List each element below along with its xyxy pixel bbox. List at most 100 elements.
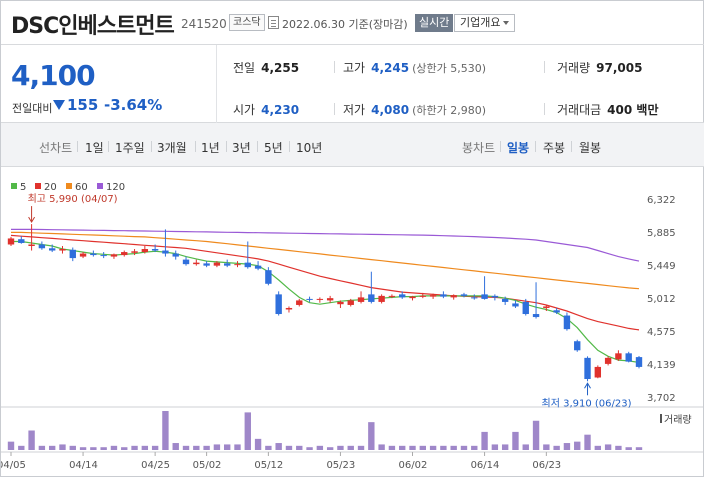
- candle-body: [574, 341, 581, 351]
- quote-divider: [216, 45, 217, 123]
- candle-body: [326, 298, 334, 301]
- cell-divider: [544, 61, 545, 73]
- legend-label-5: 5: [20, 182, 26, 193]
- volume-bar: [419, 445, 426, 450]
- candle-body: [450, 295, 457, 298]
- range-1d[interactable]: 1일: [85, 141, 104, 155]
- volume-bar: [574, 441, 581, 450]
- candle-body: [141, 249, 149, 253]
- volume-bar: [326, 447, 334, 450]
- volume-bar: [409, 445, 416, 450]
- down-triangle-icon: [53, 100, 65, 110]
- legend-label-20: 20: [44, 182, 57, 193]
- stock-name[interactable]: DSC인베스트먼트: [11, 14, 175, 39]
- prev-close-value: 4,255: [261, 61, 300, 75]
- volume-bar: [532, 420, 540, 450]
- y-tick-label: 5,012: [647, 294, 676, 305]
- candle-body: [59, 249, 66, 251]
- volume-label: 거래량: [664, 414, 692, 426]
- candle-body: [18, 239, 25, 243]
- period-weekly[interactable]: 주봉: [543, 141, 566, 155]
- candle-body: [316, 298, 324, 300]
- period-daily[interactable]: 일봉: [507, 141, 530, 155]
- legend-swatch-120: [97, 183, 103, 189]
- volume-bar: [501, 444, 509, 450]
- candle-body: [265, 270, 272, 284]
- volume-bar: [491, 444, 499, 450]
- period-monthly[interactable]: 월봉: [579, 141, 602, 155]
- volume-bar: [584, 434, 591, 450]
- range-3m[interactable]: 3개월: [157, 141, 187, 155]
- volume-bar: [59, 444, 66, 450]
- current-price: 4,100: [11, 59, 96, 92]
- realtime-button[interactable]: 실시간: [415, 14, 454, 32]
- volume-bar: [604, 444, 612, 450]
- volume-bar: [121, 447, 128, 450]
- candle-body: [615, 353, 622, 360]
- volume-bar: [337, 445, 344, 450]
- legend-swatch-5: [11, 183, 17, 189]
- y-tick-label: 3,702: [647, 393, 676, 404]
- amount-label: 거래대금: [557, 103, 602, 117]
- volume-bar: [429, 445, 437, 450]
- volume-bar: [38, 445, 46, 450]
- legend-swatch-60: [66, 183, 72, 189]
- y-tick-label: 6,322: [647, 195, 676, 206]
- candle-body: [440, 294, 447, 297]
- volume-bar: [378, 444, 385, 450]
- x-tick-label: 06/23: [532, 460, 561, 471]
- low-cell: 저가 4,080 (하한가 2,980): [343, 101, 486, 118]
- change-label: 전일대비: [12, 102, 53, 115]
- volume-bar: [131, 445, 138, 450]
- arrow-up-icon: [584, 382, 591, 389]
- y-tick-label: 5,885: [647, 228, 676, 239]
- toolbar-divider: [77, 141, 78, 152]
- candle-body: [543, 306, 550, 308]
- chart-toolbar: 선차트 1일 1주일 3개월 1년 3년 5년 10년 봉차트 일봉 주봉 월봉: [1, 123, 704, 167]
- y-tick-label: 4,139: [647, 360, 676, 371]
- toolbar-divider: [151, 141, 152, 152]
- candlestick-chart-svg[interactable]: 5 20 60 120 6,322 5,885 5,449 5,012 4,575 4,139 3,…: [0, 167, 703, 477]
- candle-body: [131, 251, 138, 253]
- high-annotation: 최고 5,990 (04/07): [28, 193, 118, 205]
- candle-body: [512, 303, 519, 307]
- candle-body: [594, 366, 602, 378]
- range-10y[interactable]: 10년: [296, 141, 323, 155]
- candle-body: [491, 295, 499, 298]
- volume-bar: [388, 445, 396, 450]
- candle-body: [635, 357, 643, 367]
- volume-bar: [254, 438, 262, 450]
- volume-value: 97,005: [596, 61, 643, 75]
- x-tick-label: 05/23: [326, 460, 355, 471]
- volume-bar: [522, 444, 529, 450]
- volume-bar: [296, 445, 303, 450]
- candle-body: [368, 294, 375, 302]
- volume-label: 거래량: [557, 61, 591, 75]
- prev-close-label: 전일: [233, 61, 256, 75]
- volume-bar: [471, 445, 478, 450]
- volume-bar: [625, 447, 632, 450]
- toolbar-divider: [289, 141, 290, 152]
- line-chart-tab[interactable]: 선차트: [39, 141, 73, 155]
- volume-bar: [635, 447, 643, 450]
- range-1w[interactable]: 1주일: [115, 141, 145, 155]
- volume-bar: [306, 447, 313, 450]
- candle-body: [388, 295, 396, 297]
- open-value: 4,230: [261, 103, 300, 117]
- volume-bar: [224, 444, 231, 450]
- range-3y[interactable]: 3년: [232, 141, 251, 155]
- candle-body: [522, 301, 529, 315]
- volume-bar: [460, 445, 468, 450]
- company-overview-dropdown[interactable]: 기업개요: [454, 14, 516, 32]
- range-1y[interactable]: 1년: [201, 141, 220, 155]
- arrow-down-icon: [28, 216, 36, 224]
- upper-limit: (상한가 5,530): [412, 62, 486, 75]
- toolbar-divider: [195, 141, 196, 152]
- ma60-line: [11, 231, 640, 290]
- volume-bar: [440, 445, 447, 450]
- stock-header: DSC인베스트먼트 241520 코스닥 2022.06.30 기준(장마감) …: [1, 1, 704, 45]
- price-chart[interactable]: 5 20 60 120 6,322 5,885 5,449 5,012 4,575 4,139 3,…: [0, 167, 704, 478]
- x-tick-label: 05/12: [254, 460, 283, 471]
- range-5y[interactable]: 5년: [264, 141, 283, 155]
- candle-body: [79, 253, 87, 257]
